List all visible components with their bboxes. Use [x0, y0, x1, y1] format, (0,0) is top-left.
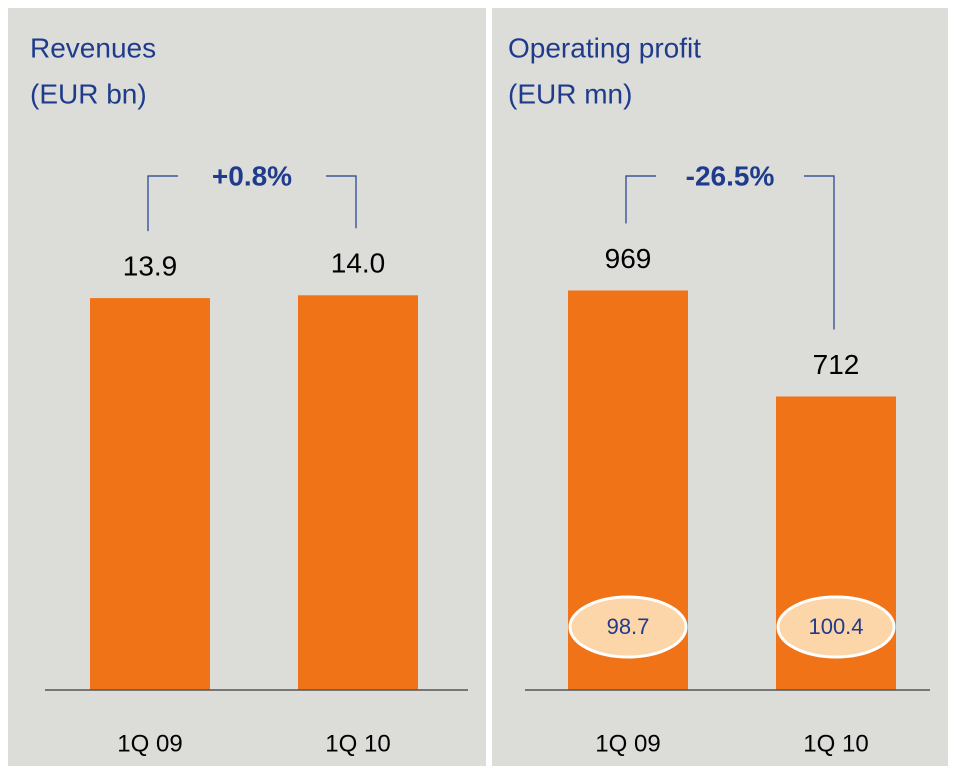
badge: [776, 595, 896, 659]
value-label: 712: [813, 349, 860, 380]
badge-label: 98.7: [607, 614, 650, 639]
chart-title: Revenues: [30, 32, 156, 63]
change-label: +0.8%: [212, 160, 292, 191]
bracket: [625, 175, 835, 330]
chart-subtitle: (EUR bn): [30, 78, 147, 109]
value-label: 14.0: [331, 248, 386, 279]
x-tick-label: 1Q 10: [325, 730, 390, 757]
value-label: 13.9: [123, 251, 178, 282]
chart-title: Operating profit: [508, 32, 701, 63]
change-label: -26.5%: [686, 160, 775, 191]
badge-label: 100.4: [808, 614, 863, 639]
x-tick-label: 1Q 10: [803, 730, 868, 757]
chart-subtitle: (EUR mn): [508, 78, 632, 109]
bar: [298, 295, 418, 690]
bracket: [147, 175, 357, 232]
value-label: 969: [605, 243, 652, 274]
badge: [568, 595, 688, 659]
x-tick-label: 1Q 09: [117, 730, 182, 757]
x-tick-label: 1Q 09: [595, 730, 660, 757]
bar: [90, 298, 210, 690]
